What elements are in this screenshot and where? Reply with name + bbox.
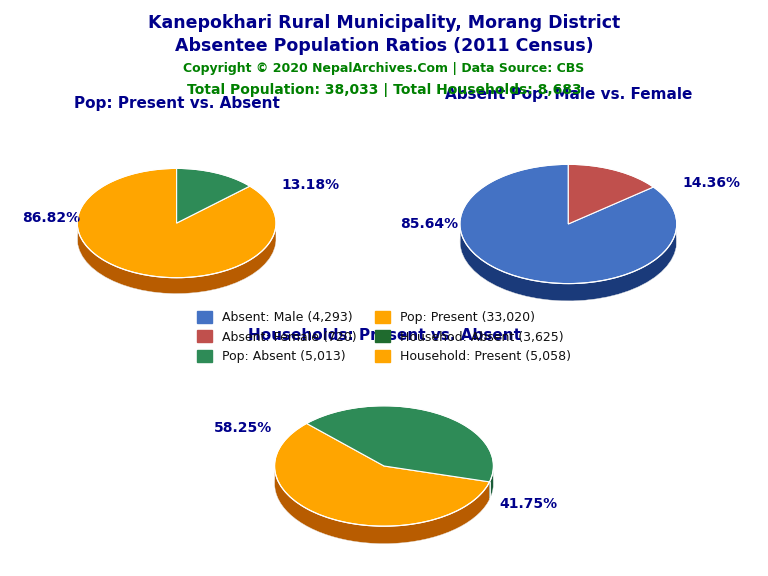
Text: Absentee Population Ratios (2011 Census): Absentee Population Ratios (2011 Census) bbox=[174, 37, 594, 55]
Polygon shape bbox=[460, 164, 677, 283]
Text: Kanepokhari Rural Municipality, Morang District: Kanepokhari Rural Municipality, Morang D… bbox=[148, 14, 620, 32]
Text: 85.64%: 85.64% bbox=[400, 217, 458, 231]
Text: Total Population: 38,033 | Total Households: 8,683: Total Population: 38,033 | Total Househo… bbox=[187, 83, 581, 97]
Polygon shape bbox=[568, 164, 654, 224]
Title: Pop: Present vs. Absent: Pop: Present vs. Absent bbox=[74, 96, 280, 111]
Ellipse shape bbox=[275, 423, 494, 544]
Text: 86.82%: 86.82% bbox=[22, 211, 81, 225]
Polygon shape bbox=[78, 168, 276, 278]
Text: 13.18%: 13.18% bbox=[281, 179, 339, 192]
Text: Copyright © 2020 NepalArchives.Com | Data Source: CBS: Copyright © 2020 NepalArchives.Com | Dat… bbox=[184, 62, 584, 75]
Polygon shape bbox=[275, 468, 489, 544]
Polygon shape bbox=[460, 229, 676, 301]
Polygon shape bbox=[177, 168, 250, 223]
Title: Households: Present vs. Absent: Households: Present vs. Absent bbox=[247, 328, 521, 343]
Legend: Absent: Male (4,293), Absent: Female (720), Pop: Absent (5,013), Pop: Present (3: Absent: Male (4,293), Absent: Female (72… bbox=[192, 306, 576, 368]
Text: 41.75%: 41.75% bbox=[499, 497, 557, 511]
Polygon shape bbox=[78, 225, 276, 294]
Polygon shape bbox=[306, 406, 493, 482]
Text: 14.36%: 14.36% bbox=[682, 176, 740, 190]
Ellipse shape bbox=[460, 181, 677, 301]
Ellipse shape bbox=[78, 184, 276, 294]
Polygon shape bbox=[489, 469, 493, 499]
Text: 58.25%: 58.25% bbox=[214, 420, 273, 435]
Title: Absent Pop: Male vs. Female: Absent Pop: Male vs. Female bbox=[445, 87, 692, 102]
Polygon shape bbox=[275, 423, 489, 526]
